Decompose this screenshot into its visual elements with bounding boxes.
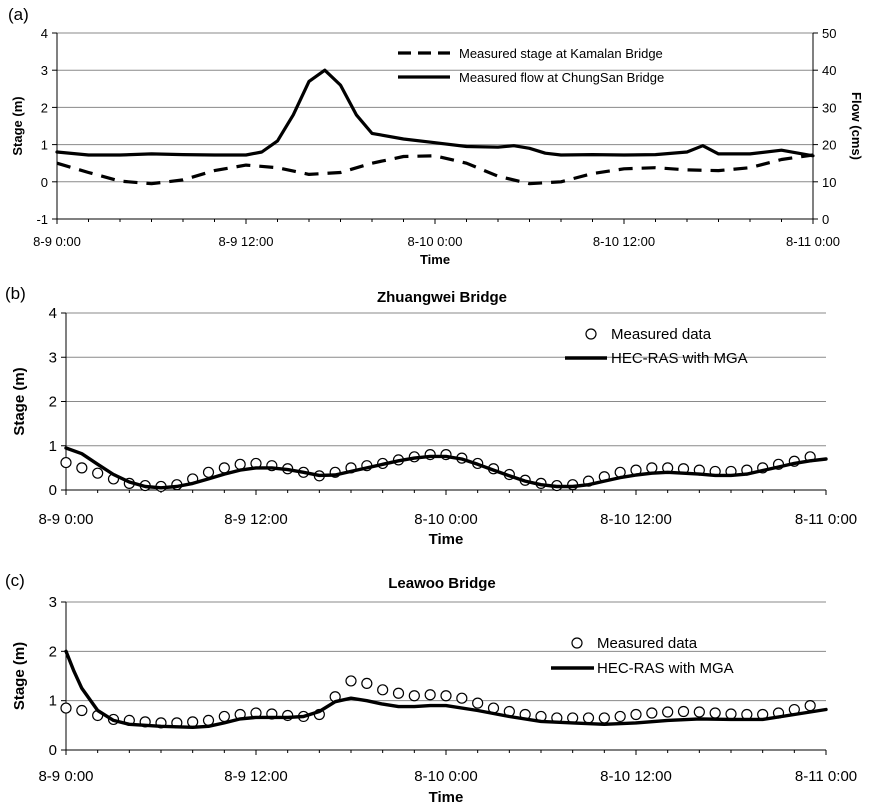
panel-label: (b) [5,284,26,303]
y-axis-title: Stage (m) [10,96,25,155]
data-point [76,462,88,474]
panel-label: (c) [5,571,25,590]
x-tick-label: 8-10 12:00 [593,234,655,249]
y-tick-label: 3 [41,63,48,78]
data-point [202,466,215,478]
data-point [725,708,737,720]
y-tick-label: 1 [49,693,57,710]
x-tick-label: 8-9 0:00 [38,511,93,528]
y-right-tick-label: 20 [822,138,836,153]
data-point [693,706,705,718]
chart-title: Leawoo Bridge [388,575,496,592]
data-point [677,705,690,718]
model-line [64,446,828,490]
y-tick-label: 2 [41,100,48,115]
y-tick-label: 4 [49,305,57,322]
y-tick-label: 2 [49,643,57,660]
x-tick-label: 8-9 12:00 [224,768,287,785]
y-right-axis-title: Flow (cms) [849,92,864,160]
data-point [709,707,721,719]
data-point [456,692,468,704]
legend-marker [571,637,583,649]
legend-label: HEC-RAS with MGA [611,350,748,367]
y-right-tick-label: 30 [822,100,836,115]
flow-line [55,68,815,158]
y-tick-label: 3 [49,349,57,366]
legend-marker [585,328,597,340]
data-point [472,697,484,709]
y-tick-label: 0 [41,175,48,190]
data-point [440,690,452,702]
data-point [646,707,658,719]
y-right-tick-label: 40 [822,63,836,78]
data-point [234,458,246,470]
data-point [424,689,436,701]
x-axis-title: Time [420,252,450,267]
data-point [804,699,816,712]
x-tick-label: 8-9 12:00 [219,234,274,249]
x-tick-label: 8-11 0:00 [795,768,857,785]
y-tick-label: -1 [36,212,48,227]
y-tick-label: 4 [41,26,48,41]
data-point [582,712,595,724]
x-tick-label: 8-10 12:00 [600,768,672,785]
data-point [92,467,104,479]
data-point [377,684,389,696]
data-point [392,687,405,699]
y-tick-label: 0 [49,742,57,759]
data-point [60,702,72,714]
data-point [218,462,230,474]
legend-label: HEC-RAS with MGA [597,660,734,677]
data-point [630,708,642,721]
x-tick-label: 8-10 0:00 [414,768,477,785]
chart-title: Zhuangwei Bridge [377,289,507,306]
data-point [408,690,420,702]
y-right-tick-label: 0 [822,212,829,227]
x-tick-label: 8-11 0:00 [786,234,840,249]
data-point [60,456,72,469]
data-point [361,677,373,690]
x-tick-label: 8-10 0:00 [408,234,463,249]
y-right-tick-label: 10 [822,175,836,190]
x-axis-title: Time [429,789,464,805]
y-tick-label: 3 [49,594,57,611]
data-point [598,712,610,724]
x-tick-label: 8-9 0:00 [33,234,81,249]
data-point [76,704,88,717]
data-point [345,675,357,687]
y-tick-label: 0 [49,482,57,499]
model-line [64,649,828,729]
x-tick-label: 8-11 0:00 [795,511,857,528]
y-axis-title: Stage (m) [11,367,28,435]
panel-label: (a) [8,5,29,24]
stage-line [56,153,814,186]
legend-label: Measured flow at ChungSan Bridge [459,70,664,85]
data-point [662,706,674,718]
x-tick-label: 8-10 0:00 [414,511,477,528]
legend-label: Measured stage at Kamalan Bridge [459,46,663,61]
y-tick-label: 1 [41,138,48,153]
y-right-tick-label: 50 [822,26,836,41]
y-tick-label: 1 [49,438,57,455]
y-axis-title: Stage (m) [11,642,28,710]
legend-label: Measured data [597,635,698,652]
x-tick-label: 8-9 0:00 [38,768,93,785]
x-tick-label: 8-9 12:00 [224,511,287,528]
x-axis-title: Time [429,531,464,548]
y-tick-label: 2 [49,394,57,411]
data-point [614,710,626,723]
x-tick-label: 8-10 12:00 [600,511,672,528]
data-point [218,710,230,723]
legend-label: Measured data [611,326,712,343]
